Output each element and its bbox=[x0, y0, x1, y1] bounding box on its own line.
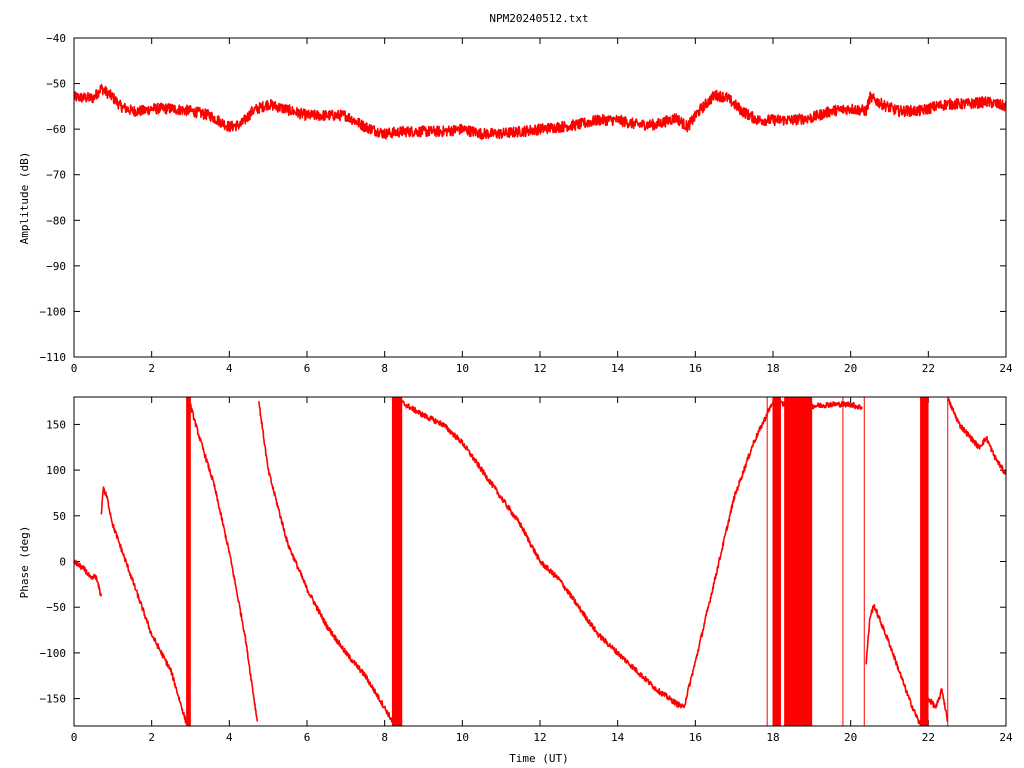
amp-series-line bbox=[74, 83, 1006, 140]
phase-y-tick-label: −50 bbox=[46, 601, 66, 614]
amp-plot-frame bbox=[73, 37, 1007, 358]
phase-x-tick-label: 12 bbox=[533, 731, 546, 744]
phase-y-tick-label: 100 bbox=[46, 464, 66, 477]
phase-series-line bbox=[399, 399, 685, 709]
amp-x-tick-label: 12 bbox=[533, 362, 546, 375]
amp-y-tick-label: −110 bbox=[40, 351, 67, 364]
amplitude-axis-label: Amplitude (dB) bbox=[18, 152, 31, 245]
phase-series-line bbox=[927, 688, 949, 723]
phase-y-tick-label: 0 bbox=[59, 556, 66, 569]
phase-series-line bbox=[74, 559, 102, 597]
amp-x-tick-label: 4 bbox=[226, 362, 233, 375]
amp-y-tick-label: −80 bbox=[46, 214, 66, 227]
phase-y-tick-label: 150 bbox=[46, 418, 66, 431]
phase-x-tick-label: 2 bbox=[148, 731, 155, 744]
amp-x-tick-label: 16 bbox=[689, 362, 702, 375]
phase-series-line bbox=[682, 401, 774, 709]
amp-y-tick-label: −60 bbox=[46, 123, 66, 136]
phase-x-tick-label: 24 bbox=[999, 731, 1013, 744]
amp-x-tick-label: 2 bbox=[148, 362, 155, 375]
amp-x-tick-label: 8 bbox=[381, 362, 388, 375]
amp-y-tick-label: −70 bbox=[46, 169, 66, 182]
amp-x-tick-label: 0 bbox=[71, 362, 78, 375]
phase-panel: 0 2 4 6 8 10 12 14 16 18 20 22 24−150−100−5005010015… bbox=[40, 396, 1013, 744]
amp-y-tick-label: −40 bbox=[46, 32, 66, 45]
phase-x-tick-label: 16 bbox=[689, 731, 702, 744]
phase-x-tick-label: 6 bbox=[304, 731, 311, 744]
phase-series-line bbox=[772, 398, 863, 411]
amp-y-tick-label: −90 bbox=[46, 260, 66, 273]
phase-series-line bbox=[100, 486, 188, 725]
phase-x-tick-label: 18 bbox=[766, 731, 779, 744]
phase-y-tick-label: 50 bbox=[53, 510, 66, 523]
phase-x-tick-label: 4 bbox=[226, 731, 233, 744]
amp-x-tick-label: 6 bbox=[304, 362, 311, 375]
phase-x-tick-label: 22 bbox=[922, 731, 935, 744]
phase-series-line bbox=[187, 398, 259, 722]
phase-y-tick-label: −150 bbox=[40, 693, 67, 706]
phase-x-tick-label: 8 bbox=[381, 731, 388, 744]
amp-x-tick-label: 22 bbox=[922, 362, 935, 375]
amp-y-tick-label: −100 bbox=[40, 305, 67, 318]
amp-x-tick-label: 14 bbox=[611, 362, 625, 375]
phase-series-line bbox=[865, 604, 922, 726]
phase-y-tick-label: −100 bbox=[40, 647, 67, 660]
amp-x-tick-label: 18 bbox=[766, 362, 779, 375]
phase-x-tick-label: 10 bbox=[456, 731, 469, 744]
phase-plot-frame bbox=[73, 396, 1007, 727]
chart-title: NPM20240512.txt bbox=[489, 12, 588, 25]
amp-x-tick-label: 20 bbox=[844, 362, 857, 375]
phase-x-tick-label: 0 bbox=[71, 731, 78, 744]
phase-series-line bbox=[258, 400, 394, 723]
amp-y-tick-label: −50 bbox=[46, 78, 66, 91]
phase-x-tick-label: 20 bbox=[844, 731, 857, 744]
phase-x-tick-label: 14 bbox=[611, 731, 625, 744]
phase-series-line bbox=[946, 397, 1006, 475]
amp-x-tick-label: 10 bbox=[456, 362, 469, 375]
phase-axis-label: Phase (deg) bbox=[18, 526, 31, 599]
amp-x-tick-label: 24 bbox=[999, 362, 1013, 375]
amplitude-panel: 0 2 4 6 8 10 12 14 16 18 20 22 24−110−100−90−80−70−6… bbox=[40, 32, 1013, 375]
time-axis-label: Time (UT) bbox=[509, 752, 569, 765]
